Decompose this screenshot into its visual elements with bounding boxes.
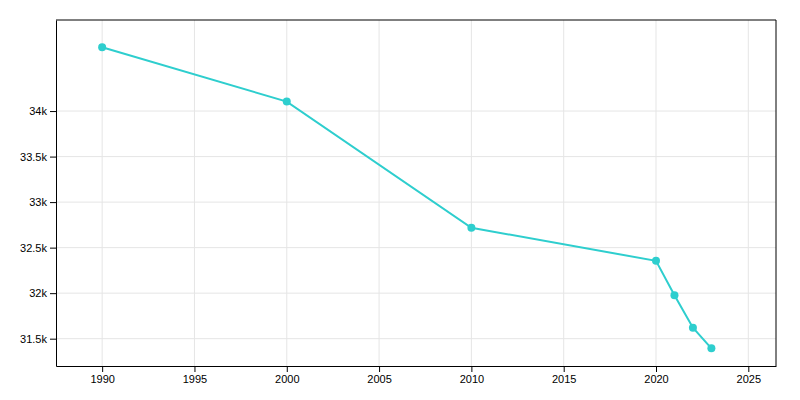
x-tick: 2025 [737,366,761,385]
x-tick: 2020 [644,366,668,385]
frame-top [56,20,776,21]
x-tick: 2005 [367,366,391,385]
x-tick-mark [748,366,749,372]
x-tick: 2000 [275,366,299,385]
chart: 1990 1995 2000 2005 2010 2015 2020 2025 31.5k 32k… [0,0,800,400]
x-tick-label: 2020 [644,373,668,385]
y-tick: 33.5k [20,151,56,163]
y-tick-mark [50,111,56,112]
y-tick-mark [50,293,56,294]
grid-line-x [194,20,195,366]
point [689,324,697,332]
y-tick-label: 34k [29,105,47,117]
y-tick-label: 31.5k [20,333,47,345]
x-tick: 1990 [90,366,114,385]
y-tick-mark [50,248,56,249]
grid-line-y [56,156,776,157]
y-tick-label: 33k [29,196,47,208]
y-tick: 32k [29,287,56,299]
x-tick: 2010 [460,366,484,385]
x-tick-mark [287,366,288,372]
x-tick: 2015 [552,366,576,385]
point [707,344,715,352]
point [283,98,291,106]
y-tick-label: 32.5k [20,242,47,254]
x-tick-label: 1995 [183,373,207,385]
x-tick-label: 2000 [275,373,299,385]
grid-line-x [379,20,380,366]
grid-line-x [748,20,749,366]
x-axis: 1990 1995 2000 2005 2010 2015 2020 2025 [57,366,777,385]
x-tick: 1995 [183,366,207,385]
x-tick-label: 2025 [737,373,761,385]
marks [98,43,715,352]
plot: 1990 1995 2000 2005 2010 2015 2020 2025 31.5k 32k… [20,20,776,385]
grid-line-x [563,20,564,366]
point [652,257,660,265]
point [98,43,106,51]
point [467,224,475,232]
frame [56,20,776,366]
x-tick-mark [564,366,565,372]
line [102,47,711,348]
y-tick-label: 33.5k [20,151,47,163]
x-tick-mark [656,366,657,372]
x-tick-mark [194,366,195,372]
grid-line-x [471,20,472,366]
x-tick-mark [471,366,472,372]
x-tick-label: 2015 [552,373,576,385]
grid [56,20,776,366]
x-tick-label: 1990 [90,373,114,385]
y-tick: 31.5k [20,333,56,345]
x-axis-line [57,366,777,367]
y-tick-mark [50,202,56,203]
grid-line-y [56,202,776,203]
y-tick: 33k [29,196,56,208]
y-tick-mark [50,339,56,340]
y-axis: 31.5k 32k 32.5k 33k 33.5k 34k [20,21,56,367]
y-tick: 34k [29,105,56,117]
y-tick-label: 32k [29,287,47,299]
grid-line-y [56,293,776,294]
x-tick-label: 2010 [460,373,484,385]
x-tick-mark [102,366,103,372]
frame-right [776,20,777,366]
x-tick-mark [379,366,380,372]
x-tick-label: 2005 [367,373,391,385]
grid-line-x [656,20,657,366]
y-axis-line [56,21,57,367]
grid-line-y [56,338,776,339]
y-tick-mark [50,157,56,158]
grid-line-x [286,20,287,366]
y-tick: 32.5k [20,242,56,254]
grid-line-x [102,20,103,366]
grid-line-y [56,247,776,248]
point [670,291,678,299]
grid-line-y [56,111,776,112]
